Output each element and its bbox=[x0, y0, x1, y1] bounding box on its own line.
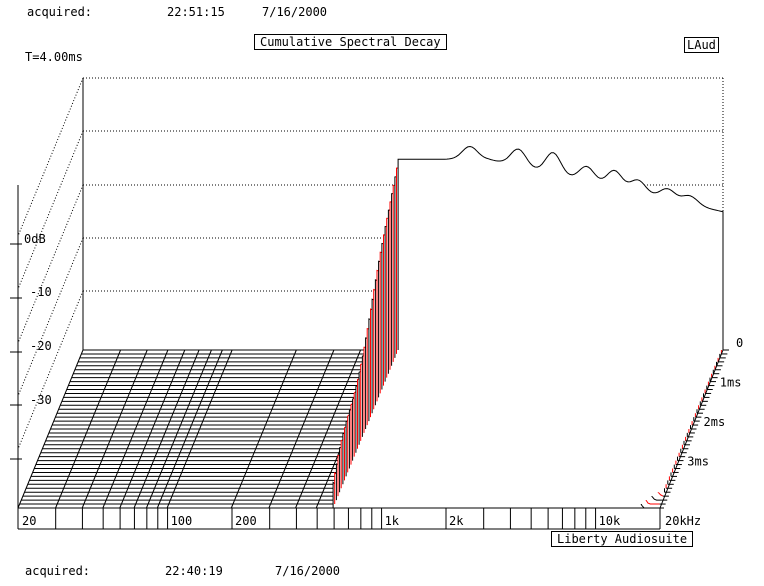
chart-title: Cumulative Spectral Decay bbox=[254, 34, 447, 50]
x-tick-label: 200 bbox=[235, 514, 257, 528]
axes bbox=[10, 185, 729, 530]
side-gridline bbox=[17, 77, 84, 237]
time-tick-label: 2ms bbox=[704, 415, 726, 429]
logo: LAud bbox=[684, 37, 719, 53]
y-tick-label: -10 bbox=[30, 285, 52, 299]
axis-labels: 0dB -10 -20 -30 20 100 200 1k 2k 10k 20kHz 0 1ms 2ms 3… bbox=[22, 232, 743, 528]
footer-date: 7/16/2000 bbox=[275, 564, 341, 578]
side-gridline bbox=[17, 237, 84, 397]
brand-label: Liberty Audiosuite bbox=[551, 531, 694, 547]
footer-time: 22:40:19 bbox=[165, 564, 223, 578]
header-acquired-label: acquired: bbox=[27, 5, 93, 19]
decay-slice bbox=[397, 145, 724, 350]
time-tick-label: 0 bbox=[736, 336, 743, 350]
side-gridline bbox=[17, 130, 84, 290]
x-tick-label: 20kHz bbox=[665, 514, 701, 528]
floor-grid bbox=[17, 349, 399, 509]
x-tick-label: 10k bbox=[599, 514, 621, 528]
y-tick-label: 0dB bbox=[24, 232, 46, 246]
x-tick-label: 20 bbox=[22, 514, 36, 528]
header-time: 22:51:15 bbox=[167, 5, 225, 19]
header-date: 7/16/2000 bbox=[262, 5, 328, 19]
y-tick-label: -20 bbox=[30, 339, 52, 353]
x-tick-label: 2k bbox=[449, 514, 464, 528]
time-window-label: T=4.00ms bbox=[25, 50, 83, 64]
decay-slices bbox=[332, 145, 724, 509]
footer-acquired-label: acquired: bbox=[25, 564, 91, 578]
y-tick-label: -30 bbox=[30, 393, 52, 407]
time-tick-label: 3ms bbox=[687, 455, 709, 469]
x-tick-label: 100 bbox=[171, 514, 193, 528]
x-tick-label: 1k bbox=[385, 514, 400, 528]
time-tick-label: 1ms bbox=[720, 376, 742, 390]
